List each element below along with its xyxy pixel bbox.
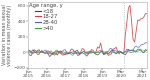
- Y-axis label: Variation in mean sexual
violence cases (monthly): Variation in mean sexual violence cases …: [2, 4, 12, 66]
- Legend: <18, 18-27, 28-40, >40: <18, 18-27, 28-40, >40: [29, 3, 63, 31]
